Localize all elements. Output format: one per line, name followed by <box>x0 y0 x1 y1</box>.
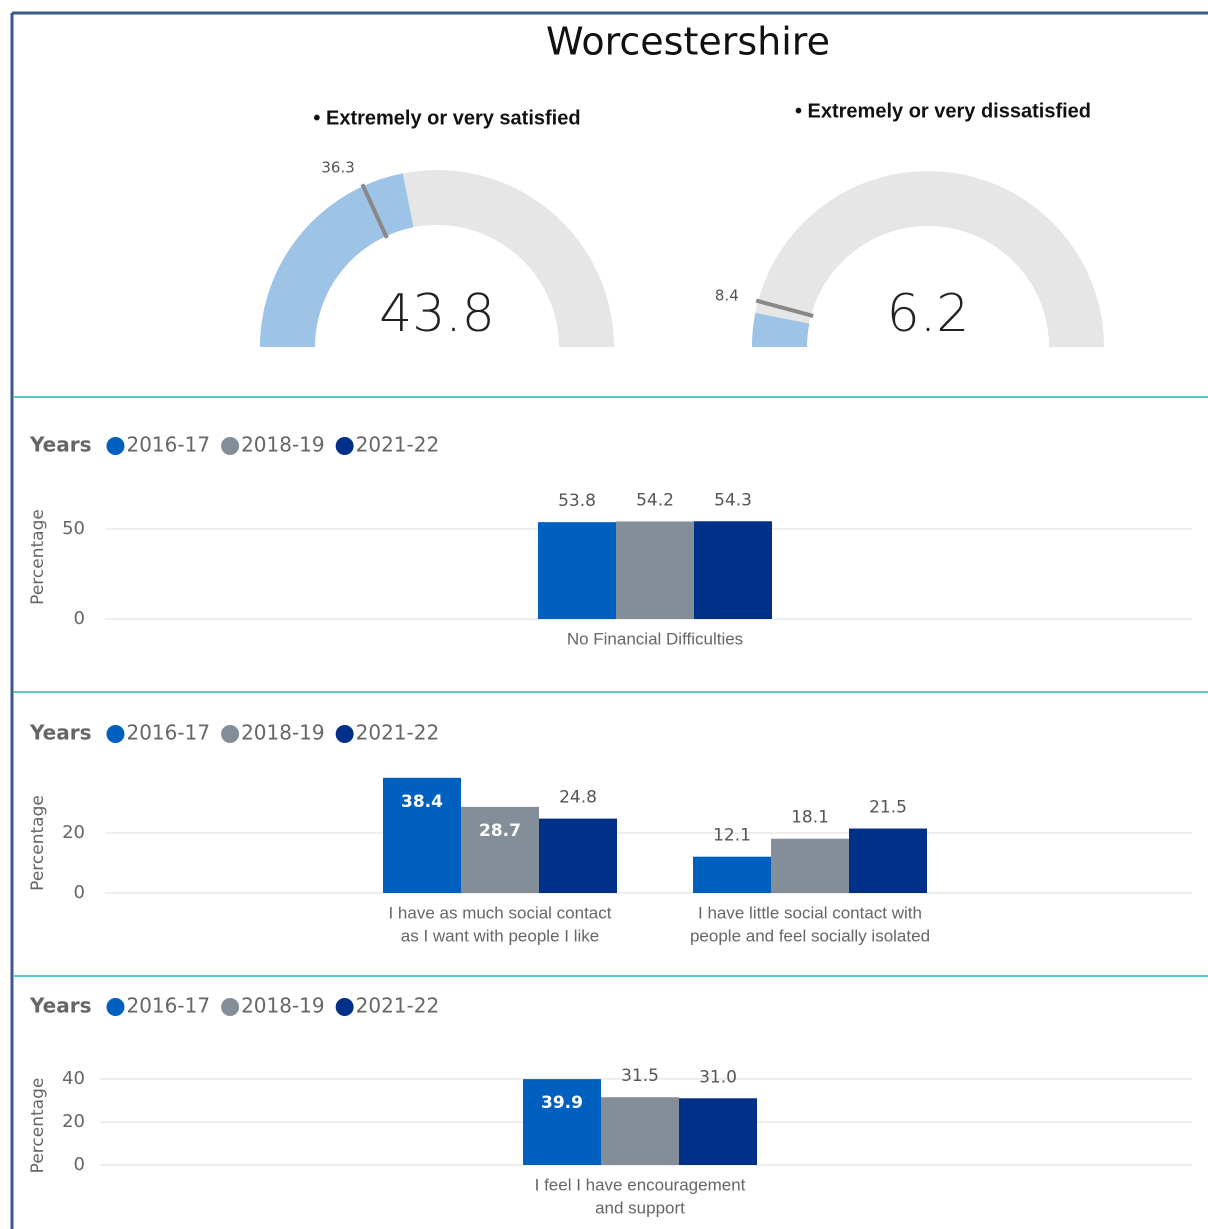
x-tick-label: and support <box>595 1198 685 1217</box>
bar <box>694 521 772 619</box>
bar <box>383 777 461 893</box>
legend-label: 2018-19 <box>241 433 325 457</box>
y-axis-label: Percentage <box>28 1078 48 1174</box>
data-label: 39.9 <box>541 1093 583 1113</box>
y-tick-label: 0 <box>74 1154 85 1175</box>
data-label: 24.8 <box>559 788 597 808</box>
gauge-value: 43.8 <box>379 284 495 344</box>
data-label: 54.3 <box>714 490 752 510</box>
legend-label: 2021-22 <box>356 994 440 1018</box>
legend-label: 2016-17 <box>126 994 210 1018</box>
gauge-title: • Extremely or very dissatisfied <box>795 100 1091 122</box>
bar <box>523 1079 601 1165</box>
y-tick-label: 50 <box>62 518 85 539</box>
data-label: 38.4 <box>401 792 443 812</box>
bar <box>461 806 539 893</box>
gauge-fill <box>752 312 810 347</box>
legend-swatch <box>335 998 354 1016</box>
legend-label: 2018-19 <box>241 994 325 1018</box>
data-label: 28.7 <box>479 821 521 841</box>
gauge-value: 6.2 <box>887 284 970 344</box>
bar <box>601 1097 679 1165</box>
y-tick-label: 40 <box>62 1068 85 1089</box>
legend-label: 2016-17 <box>126 721 210 745</box>
y-axis-label: Percentage <box>28 509 48 605</box>
y-axis-label: Percentage <box>28 795 48 891</box>
data-label: 31.5 <box>621 1066 659 1086</box>
bar <box>538 522 616 619</box>
bar <box>693 856 771 893</box>
data-label: 21.5 <box>869 798 907 818</box>
y-tick-label: 0 <box>74 882 85 903</box>
y-tick-label: 20 <box>62 822 85 843</box>
bar <box>539 818 617 893</box>
gauge-title: • Extremely or very satisfied <box>313 107 580 129</box>
bar <box>849 828 927 893</box>
legend-title: Years <box>29 721 91 745</box>
legend-label: 2021-22 <box>356 721 440 745</box>
legend-label: 2018-19 <box>241 721 325 745</box>
x-tick-label: I have little social contact with <box>698 903 922 922</box>
legend-label: 2016-17 <box>126 433 210 457</box>
legend-swatch <box>106 998 125 1016</box>
x-tick-label: people and feel socially isolated <box>690 926 930 945</box>
y-tick-label: 20 <box>62 1111 85 1132</box>
bar <box>771 838 849 893</box>
bar <box>616 521 694 619</box>
gauge-target-label: 8.4 <box>715 286 739 304</box>
legend-title: Years <box>29 994 91 1018</box>
legend-swatch <box>106 437 125 455</box>
page-title: Worcestershire <box>546 20 830 64</box>
gauge-target <box>755 298 814 318</box>
data-label: 54.2 <box>636 490 674 510</box>
legend-swatch <box>221 998 240 1016</box>
x-tick-label: as I want with people I like <box>401 926 599 945</box>
x-tick-label: No Financial Difficulties <box>567 629 743 648</box>
y-tick-label: 0 <box>74 608 85 629</box>
gauge-target <box>360 183 389 239</box>
gauge-track <box>752 171 1104 347</box>
x-tick-label: I have as much social contact <box>388 903 611 922</box>
legend-swatch <box>221 437 240 455</box>
legend-swatch <box>335 437 354 455</box>
gauge-target-label: 36.3 <box>321 158 354 176</box>
data-label: 18.1 <box>791 808 829 828</box>
legend-label: 2021-22 <box>356 433 440 457</box>
data-label: 31.0 <box>699 1067 737 1087</box>
x-tick-label: I feel I have encouragement <box>535 1175 746 1194</box>
legend-swatch <box>221 725 240 743</box>
legend-swatch <box>106 725 125 743</box>
data-label: 12.1 <box>713 826 751 846</box>
data-label: 53.8 <box>558 491 596 511</box>
bar <box>679 1098 757 1165</box>
legend-swatch <box>335 725 354 743</box>
legend-title: Years <box>29 433 91 457</box>
